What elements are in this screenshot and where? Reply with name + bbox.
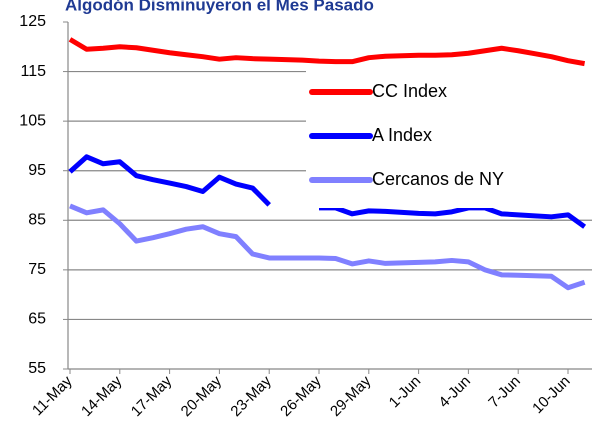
x-tick-label: 26-May bbox=[277, 372, 325, 420]
legend-label: CC Index bbox=[372, 81, 447, 101]
x-tick-label: 1-Jun bbox=[386, 373, 425, 412]
x-tick-label: 4-Jun bbox=[435, 373, 474, 412]
x-tick-label: 10-Jun bbox=[529, 373, 573, 417]
x-tick-label: 17-May bbox=[128, 372, 176, 420]
data-line bbox=[69, 203, 586, 291]
chart-title: Algodón Disminuyeron el Mes Pasado bbox=[65, 0, 374, 14]
y-tick-label: 85 bbox=[28, 212, 46, 229]
y-tick-label: 95 bbox=[28, 162, 46, 179]
x-tick-label: 7-Jun bbox=[485, 373, 524, 412]
legend-label: A Index bbox=[372, 125, 432, 145]
x-tick-label: 23-May bbox=[227, 372, 275, 420]
y-tick-label: 105 bbox=[19, 112, 46, 129]
y-tick-label: 65 bbox=[28, 311, 46, 328]
y-tick-label: 55 bbox=[28, 360, 46, 377]
x-tick-label: 11-May bbox=[29, 372, 76, 419]
data-line bbox=[68, 154, 587, 229]
x-tick-label: 29-May bbox=[327, 372, 375, 420]
y-tick-label: 125 bbox=[19, 13, 46, 30]
y-tick-label: 75 bbox=[28, 261, 46, 278]
y-tick-label: 115 bbox=[20, 63, 46, 80]
legend-label: Cercanos de NY bbox=[372, 169, 504, 189]
x-tick-label: 20-May bbox=[178, 372, 226, 420]
data-line bbox=[68, 37, 586, 67]
x-tick-label: 14-May bbox=[78, 372, 126, 420]
